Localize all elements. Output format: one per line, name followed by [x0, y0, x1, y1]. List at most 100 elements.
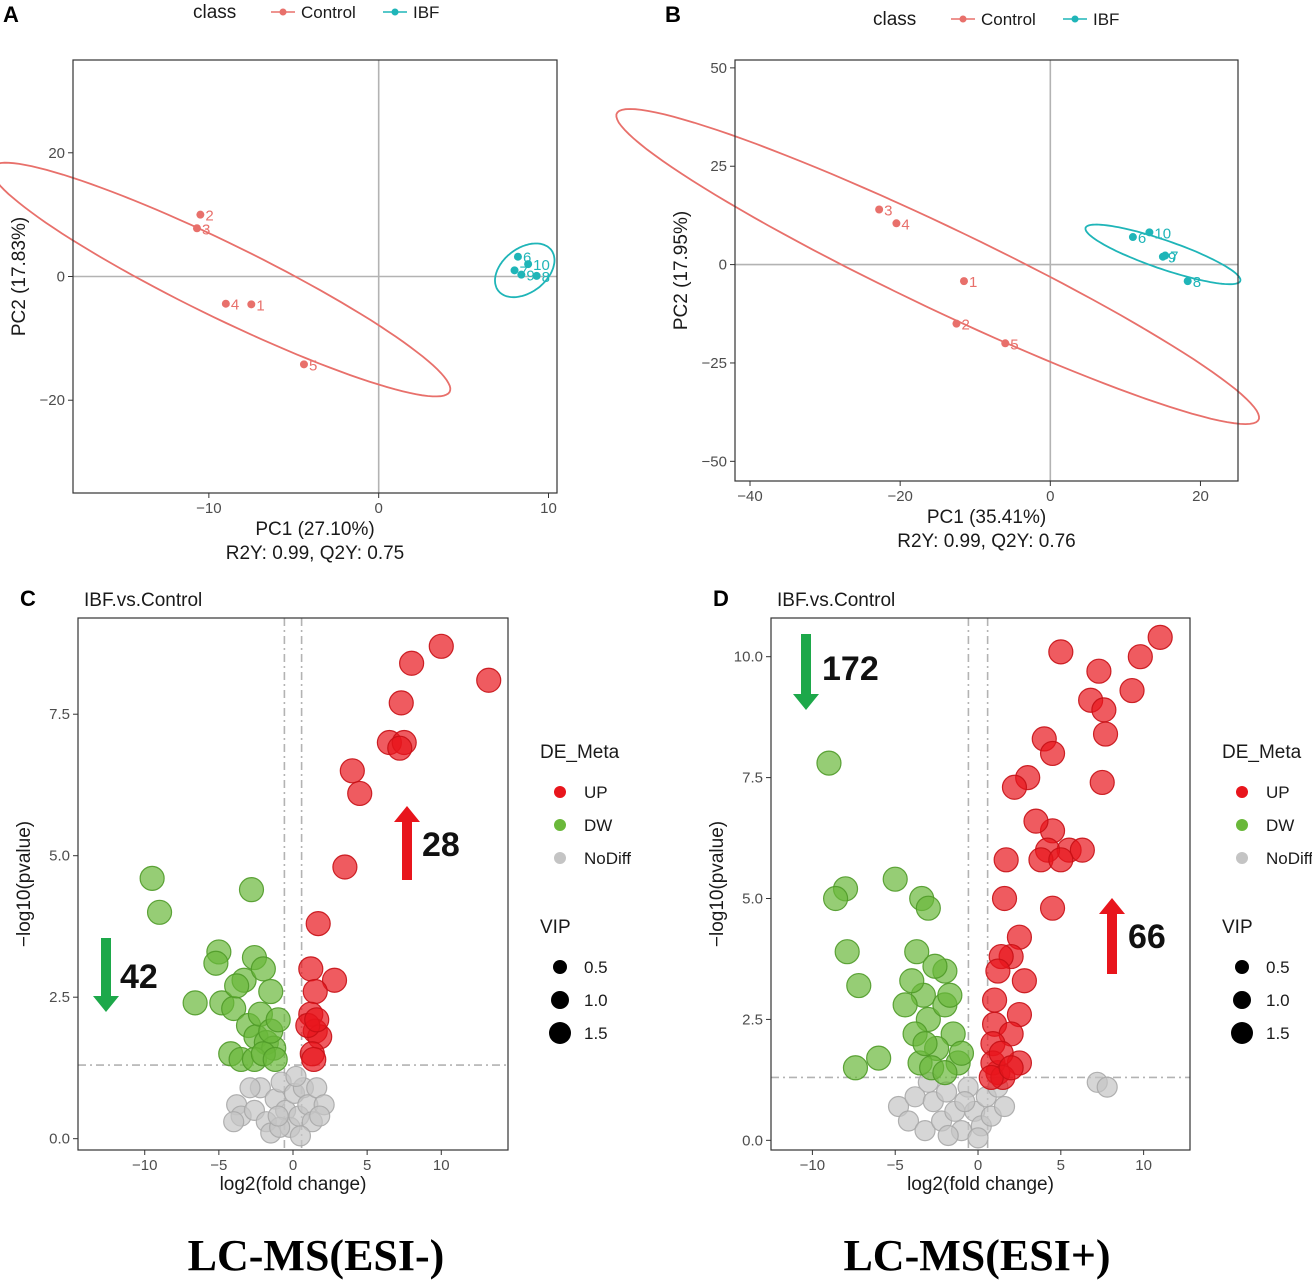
- y-axis-label: −log10(pvalue): [707, 821, 728, 947]
- metabolite-point-up: [1039, 895, 1066, 921]
- sample-point: [299, 360, 308, 369]
- metabolite-point-dw: [182, 990, 208, 1016]
- up-regulated-count: 28: [422, 826, 460, 864]
- metabolite-point-dw: [915, 895, 941, 921]
- sample-label: 1: [969, 274, 977, 291]
- legend-item-label: DW: [1266, 816, 1294, 835]
- size-legend-label: 1.0: [584, 991, 608, 1010]
- metabolite-point-dw: [203, 950, 229, 976]
- sample-label: 3: [202, 221, 210, 238]
- y-tick-label: 7.5: [49, 706, 70, 723]
- size-legend-dot: [551, 991, 569, 1009]
- sample-point: [1183, 277, 1192, 286]
- metabolite-point-dw: [912, 1030, 938, 1057]
- legend-key-dot: [279, 8, 287, 16]
- metabolite-point-dw: [238, 877, 265, 903]
- sample-point: [510, 266, 519, 275]
- size-legend-label: 1.0: [1266, 991, 1290, 1010]
- sample-label: 1: [256, 297, 264, 314]
- sample-label: 10: [533, 257, 550, 274]
- x-tick-label: 0: [289, 1157, 297, 1174]
- metabolite-point-up: [305, 911, 331, 937]
- fit-statistics: R2Y: 0.99, Q2Y: 0.76: [897, 531, 1076, 552]
- sample-label: 9: [526, 268, 534, 285]
- legend-title: class: [193, 2, 236, 23]
- confidence-ellipse-ibf: [494, 242, 556, 299]
- metabolite-point-up: [1086, 658, 1112, 684]
- sample-point: [247, 300, 256, 309]
- metabolite-point-dw: [265, 1007, 291, 1033]
- panel-a-pca-esi-neg: AclassControlIBF12345678910−10010−20020P…: [0, 2, 558, 564]
- sample-label: 4: [901, 216, 909, 233]
- legend-title: class: [873, 9, 916, 30]
- size-legend-dot: [1233, 991, 1251, 1009]
- metabolite-point-dw: [904, 939, 930, 965]
- sample-label: 9: [1168, 250, 1176, 267]
- y-tick-label: −50: [702, 453, 727, 470]
- metabolite-point-up: [1048, 639, 1074, 665]
- metabolite-point-up: [1048, 847, 1074, 873]
- metabolite-point-dw: [146, 899, 173, 925]
- x-tick-label: −10: [196, 500, 221, 517]
- sample-label: 5: [309, 357, 317, 374]
- x-axis-label: log2(fold change): [907, 1174, 1054, 1195]
- sample-label: 5: [1010, 336, 1018, 353]
- metabolite-point-up: [347, 780, 373, 807]
- y-tick-label: 5.0: [49, 848, 70, 865]
- y-tick-label: 0.0: [49, 1131, 70, 1148]
- legend-key-dot: [1236, 786, 1248, 798]
- metabolite-point-up: [1069, 837, 1095, 863]
- y-tick-label: 25: [710, 158, 727, 175]
- metabolite-point-nodiff: [267, 1105, 289, 1127]
- sample-label: 8: [542, 269, 550, 286]
- metabolite-point-nodiff: [309, 1105, 331, 1127]
- legend-key-dot: [1236, 819, 1248, 831]
- metabolite-point-up: [298, 956, 324, 982]
- metabolite-point-dw: [262, 1046, 288, 1073]
- metabolite-point-up: [301, 1046, 327, 1073]
- y-tick-label: 0: [57, 269, 65, 286]
- up-regulated-arrow: [1099, 898, 1125, 974]
- caption-left: LC-MS(ESI-): [188, 1231, 445, 1280]
- y-axis-label: PC2 (17.83%): [9, 217, 30, 336]
- size-legend-label: 1.5: [584, 1024, 608, 1043]
- sample-point: [1145, 228, 1154, 237]
- plot-title: IBF.vs.Control: [777, 590, 895, 611]
- sample-point: [517, 270, 526, 279]
- plot-title: IBF.vs.Control: [84, 590, 202, 611]
- legend-key-dot: [554, 819, 566, 831]
- metabolite-point-dw: [224, 973, 250, 999]
- sample-point: [959, 277, 968, 286]
- size-legend-dot: [549, 1022, 571, 1044]
- x-tick-label: 0: [974, 1157, 982, 1174]
- y-tick-label: 10.0: [734, 649, 763, 666]
- metabolite-point-up: [993, 847, 1019, 873]
- confidence-ellipse-control: [615, 108, 1260, 426]
- y-tick-label: 20: [48, 145, 65, 162]
- metabolite-point-up: [428, 633, 454, 659]
- x-tick-label: 10: [433, 1157, 450, 1174]
- plot-frame: [734, 59, 1239, 482]
- x-tick-label: 20: [1192, 488, 1209, 505]
- sample-label: 6: [1138, 230, 1146, 247]
- confidence-ellipse-ibf: [1084, 223, 1242, 286]
- panel-letter: A: [3, 2, 19, 27]
- sample-point: [1158, 252, 1167, 261]
- x-axis-label: PC1 (35.41%): [927, 507, 1046, 528]
- legend-item-label: NoDiff: [584, 849, 631, 868]
- metabolite-point-up: [1039, 740, 1066, 767]
- metabolite-point-dw: [250, 956, 276, 982]
- sample-label: 3: [884, 203, 892, 220]
- up-regulated-count: 66: [1128, 918, 1166, 956]
- sample-label: 8: [1193, 274, 1201, 291]
- y-tick-label: 0.0: [742, 1132, 763, 1149]
- size-legend-label: 1.5: [1266, 1024, 1290, 1043]
- y-tick-label: −20: [40, 392, 65, 409]
- metabolite-point-up: [302, 978, 328, 1005]
- metabolite-point-dw: [816, 750, 842, 776]
- legend-item-label: UP: [1266, 783, 1290, 802]
- size-legend-label: 0.5: [584, 958, 608, 977]
- size-legend-dot: [553, 960, 567, 974]
- legend-key-dot: [1071, 15, 1079, 23]
